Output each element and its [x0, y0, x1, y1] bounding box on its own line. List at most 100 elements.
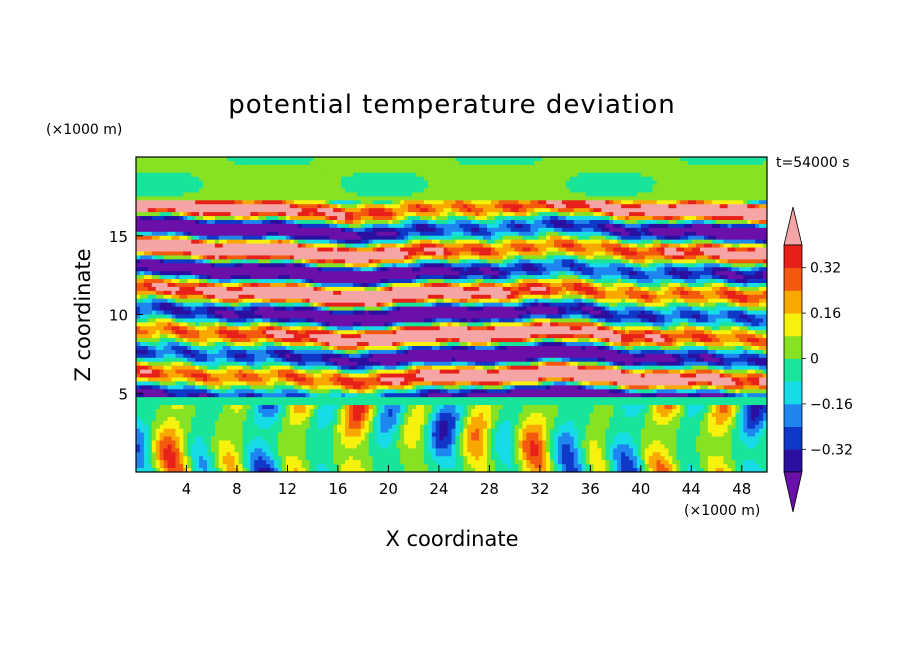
heatmap-cell	[396, 157, 401, 162]
heatmap-cell	[285, 239, 291, 245]
heatmap-cell	[573, 160, 579, 166]
heatmap-cell	[719, 220, 725, 225]
heatmap-cell	[471, 227, 476, 233]
heatmap-cell	[222, 279, 228, 284]
heatmap-cell	[471, 271, 476, 276]
heatmap-cell	[735, 176, 740, 182]
heatmap-cell	[376, 235, 382, 241]
heatmap-cell	[396, 243, 401, 249]
heatmap-cell	[419, 271, 425, 276]
heatmap-cell	[688, 196, 693, 201]
heatmap-cell	[175, 160, 180, 166]
heatmap-cell	[506, 235, 512, 241]
heatmap-cell	[506, 164, 512, 170]
heatmap-cell	[281, 275, 287, 280]
heatmap-cell	[593, 223, 599, 229]
heatmap-cell	[676, 223, 681, 229]
heatmap-cell	[250, 157, 255, 162]
heatmap-cell	[490, 168, 496, 174]
heatmap-cell	[214, 157, 220, 162]
heatmap-cell	[195, 251, 200, 257]
heatmap-cell	[715, 259, 721, 264]
heatmap-cell	[455, 267, 460, 272]
heatmap-cell	[238, 251, 244, 257]
heatmap-cell	[589, 231, 595, 237]
heatmap-cell	[636, 216, 642, 221]
heatmap-cell	[715, 164, 721, 170]
heatmap-cell	[636, 247, 642, 253]
heatmap-cell	[593, 172, 599, 178]
heatmap-cell	[601, 172, 606, 178]
heatmap-cell	[625, 160, 630, 166]
heatmap-cell	[203, 160, 208, 166]
heatmap-cell	[723, 184, 729, 190]
heatmap-cell	[443, 164, 449, 170]
heatmap-cell	[475, 180, 480, 186]
heatmap-cell	[171, 255, 177, 260]
heatmap-cell	[226, 157, 232, 162]
heatmap-cell	[561, 172, 567, 178]
heatmap-cell	[139, 263, 145, 268]
heatmap-cell	[408, 157, 413, 162]
heatmap-cell	[676, 160, 681, 166]
heatmap-cell	[471, 235, 476, 241]
heatmap-cell	[203, 239, 208, 245]
heatmap-cell	[333, 220, 338, 225]
heatmap-cell	[597, 223, 602, 229]
heatmap-cell	[490, 160, 496, 166]
heatmap-cell	[475, 157, 480, 162]
heatmap-cell	[155, 212, 161, 217]
heatmap-cell	[625, 208, 630, 213]
heatmap-cell	[230, 223, 236, 229]
heatmap-cell	[400, 204, 405, 209]
heatmap-cell	[664, 212, 669, 217]
heatmap-cell	[368, 168, 374, 174]
heatmap-cell	[526, 157, 531, 162]
heatmap-cell	[550, 196, 555, 201]
heatmap-cell	[360, 231, 366, 237]
heatmap-cell	[534, 180, 539, 186]
heatmap-cell	[329, 204, 334, 209]
heatmap-cell	[514, 267, 520, 272]
heatmap-cell	[289, 243, 295, 249]
heatmap-cell	[238, 204, 244, 209]
heatmap-cell	[526, 180, 531, 186]
heatmap-cell	[648, 255, 654, 260]
heatmap-cell	[696, 271, 701, 276]
heatmap-cell	[435, 160, 441, 166]
heatmap-cell	[293, 235, 299, 241]
heatmap-cell	[475, 168, 480, 174]
heatmap-cell	[751, 172, 756, 178]
heatmap-cell	[191, 271, 196, 276]
heatmap-cell	[763, 188, 767, 194]
heatmap-cell	[191, 259, 196, 264]
heatmap-cell	[329, 168, 334, 174]
heatmap-cell	[187, 168, 192, 174]
heatmap-cell	[680, 255, 685, 260]
heatmap-cell	[711, 164, 717, 170]
heatmap-cell	[522, 184, 528, 190]
heatmap-cell	[285, 223, 291, 229]
heatmap-cell	[246, 239, 251, 245]
heatmap-cell	[451, 231, 457, 237]
heatmap-cell	[668, 223, 673, 229]
heatmap-cell	[747, 223, 752, 229]
heatmap-cell	[727, 239, 733, 245]
heatmap-cell	[163, 196, 169, 201]
heatmap-cell	[731, 160, 737, 166]
heatmap-cell	[443, 223, 449, 229]
heatmap-cell	[368, 227, 374, 233]
heatmap-cell	[203, 204, 208, 209]
heatmap-cell	[195, 188, 200, 194]
heatmap-cell	[143, 160, 149, 166]
heatmap-cell	[735, 184, 740, 190]
heatmap-cell	[364, 239, 370, 245]
heatmap-cell	[585, 212, 591, 217]
heatmap-cell	[439, 263, 445, 268]
heatmap-cell	[301, 239, 307, 245]
heatmap-cell	[443, 204, 449, 209]
heatmap-cell	[554, 239, 559, 245]
heatmap-cell	[163, 247, 169, 253]
heatmap-cell	[427, 176, 433, 182]
heatmap-cell	[187, 275, 192, 280]
